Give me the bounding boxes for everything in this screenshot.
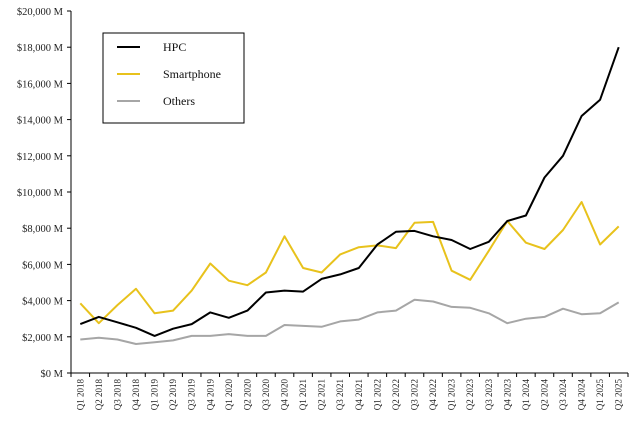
x-tick-label: Q4 2022 <box>428 379 438 410</box>
x-tick-label: Q3 2024 <box>558 379 568 411</box>
x-tick-label: Q2 2023 <box>465 379 475 411</box>
y-tick-label: $16,000 M <box>17 79 64 90</box>
y-tick-label: $0 M <box>41 369 64 380</box>
y-tick-label: $8,000 M <box>22 224 64 235</box>
x-tick-label: Q1 2025 <box>595 379 605 411</box>
series-line-hpc <box>79 46 620 337</box>
x-tick-label: Q3 2019 <box>187 379 197 411</box>
x-tick-label: Q4 2018 <box>131 379 141 411</box>
y-tick-label: $10,000 M <box>17 188 64 199</box>
x-tick-label: Q3 2022 <box>409 379 419 410</box>
series-line-others <box>80 298 620 345</box>
x-tick-label: Q3 2020 <box>261 379 271 411</box>
x-tick-label: Q3 2023 <box>484 379 494 411</box>
y-tick-label: $18,000 M <box>17 43 64 54</box>
x-tick-label: Q4 2024 <box>577 379 587 411</box>
x-tick-label: Q4 2021 <box>354 379 364 410</box>
x-tick-label: Q2 2025 <box>614 379 624 411</box>
x-tick-label: Q3 2018 <box>112 379 122 411</box>
series-lines <box>79 46 620 345</box>
y-axis: $0 M $2,000 M $4,000 M $6,000 M $8,000 M $10,… <box>17 7 72 380</box>
x-tick-label: Q1 2022 <box>372 379 382 410</box>
x-tick-label: Q4 2023 <box>502 379 512 411</box>
y-tick-label: $4,000 M <box>22 297 64 308</box>
x-tick-label: Q2 2024 <box>539 379 549 411</box>
x-tick-label: Q1 2021 <box>298 379 308 410</box>
y-tick-label: $14,000 M <box>17 116 64 127</box>
x-tick-label: Q1 2020 <box>224 379 234 411</box>
x-tick-label: Q2 2021 <box>317 379 327 410</box>
x-tick-label: Q1 2024 <box>521 379 531 411</box>
x-tick-label: Q1 2023 <box>447 379 457 411</box>
series-line-smartphone <box>79 201 620 325</box>
x-tick-label: Q2 2020 <box>242 379 252 411</box>
x-tick-label: Q2 2022 <box>391 379 401 410</box>
x-tick-label: Q1 2018 <box>75 379 85 411</box>
y-tick-label: $2,000 M <box>22 333 64 344</box>
x-tick-label: Q4 2020 <box>280 379 290 411</box>
x-tick-label: Q3 2021 <box>335 379 345 410</box>
x-tick-label: Q2 2019 <box>168 379 178 411</box>
x-tick-label: Q4 2019 <box>205 379 215 411</box>
legend-label-hpc: HPC <box>163 40 186 54</box>
legend: HPC Smartphone Others <box>102 32 245 124</box>
legend-label-smartphone: Smartphone <box>163 67 221 81</box>
x-tick-label: Q1 2019 <box>150 379 160 411</box>
y-tick-label: $12,000 M <box>17 152 64 163</box>
y-tick-label: $20,000 M <box>17 7 64 18</box>
legend-label-others: Others <box>163 94 195 108</box>
x-tick-label: Q2 2018 <box>94 379 104 411</box>
x-axis: Q1 2018 Q2 2018 Q3 2018 Q4 2018 Q1 2019 Q2 20… <box>70 372 629 411</box>
y-tick-label: $6,000 M <box>22 260 64 271</box>
